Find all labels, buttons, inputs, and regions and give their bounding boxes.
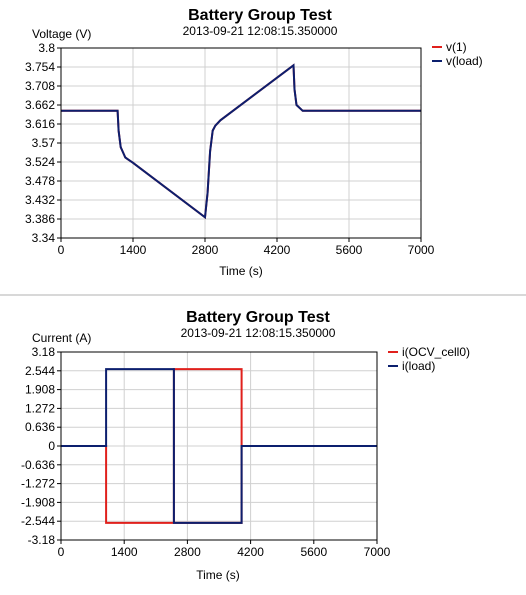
y-tick-label: 3.18 bbox=[32, 345, 56, 359]
y-tick-label: 3.524 bbox=[25, 155, 55, 169]
x-tick-label: 4200 bbox=[237, 545, 264, 559]
chart-subtitle: 2013-09-21 12:08:15.350000 bbox=[183, 24, 338, 38]
current-chart-panel: Battery Group Test 2013-09-21 12:08:15.3… bbox=[0, 302, 526, 595]
chart-subtitle: 2013-09-21 12:08:15.350000 bbox=[181, 326, 336, 340]
y-tick-label: -2.544 bbox=[21, 514, 55, 528]
current-chart: Battery Group Test 2013-09-21 12:08:15.3… bbox=[21, 309, 470, 582]
legend: v(1)v(load) bbox=[432, 40, 483, 68]
y-tick-label: 3.478 bbox=[25, 174, 55, 188]
y-tick-label: -1.272 bbox=[21, 477, 55, 491]
series-line-1 bbox=[61, 368, 377, 524]
x-tick-label: 2800 bbox=[192, 243, 219, 257]
y-tick-label: 3.616 bbox=[25, 117, 55, 131]
x-tick-label: 4200 bbox=[264, 243, 291, 257]
y-tick-label: 3.34 bbox=[32, 231, 56, 245]
y-axis-label: Current (A) bbox=[32, 331, 91, 345]
panel-divider bbox=[0, 294, 526, 296]
x-tick-label: 0 bbox=[58, 545, 65, 559]
legend-label: v(1) bbox=[446, 40, 467, 54]
x-tick-label: 5600 bbox=[300, 545, 327, 559]
y-tick-label: 0.636 bbox=[25, 420, 55, 434]
x-tick-label: 1400 bbox=[120, 243, 147, 257]
x-tick-label: 5600 bbox=[336, 243, 363, 257]
y-tick-label: 3.662 bbox=[25, 98, 55, 112]
chart-title: Battery Group Test bbox=[188, 7, 332, 24]
legend-label: i(load) bbox=[402, 359, 435, 373]
y-tick-label: 3.708 bbox=[25, 79, 55, 93]
y-tick-label: 3.386 bbox=[25, 212, 55, 226]
x-tick-label: 2800 bbox=[174, 545, 201, 559]
y-tick-label: 1.272 bbox=[25, 401, 55, 415]
y-tick-label: 0 bbox=[48, 439, 55, 453]
x-tick-label: 1400 bbox=[111, 545, 138, 559]
x-tick-label: 7000 bbox=[364, 545, 391, 559]
x-tick-label: 7000 bbox=[408, 243, 435, 257]
y-tick-label: 1.908 bbox=[25, 383, 55, 397]
y-tick-label: -1.908 bbox=[21, 495, 55, 509]
y-tick-label: 2.544 bbox=[25, 364, 55, 378]
series-line-0 bbox=[61, 63, 421, 220]
chart-title: Battery Group Test bbox=[186, 309, 330, 326]
series-line-1 bbox=[61, 63, 421, 220]
x-tick-label: 0 bbox=[58, 243, 65, 257]
y-tick-label: 3.432 bbox=[25, 193, 55, 207]
y-tick-label: 3.57 bbox=[32, 136, 56, 150]
y-axis-label: Voltage (V) bbox=[32, 27, 91, 41]
legend-label: v(load) bbox=[446, 54, 483, 68]
voltage-chart: Battery Group Test 2013-09-21 12:08:15.3… bbox=[25, 7, 483, 278]
voltage-chart-panel: Battery Group Test 2013-09-21 12:08:15.3… bbox=[0, 0, 526, 290]
y-tick-label: 3.754 bbox=[25, 60, 55, 74]
y-tick-label: 3.8 bbox=[38, 41, 55, 55]
legend-label: i(OCV_cell0) bbox=[402, 345, 470, 359]
y-tick-label: -3.18 bbox=[28, 533, 56, 547]
legend: i(OCV_cell0)i(load) bbox=[388, 345, 470, 373]
y-tick-label: -0.636 bbox=[21, 458, 55, 472]
x-axis-label: Time (s) bbox=[219, 264, 263, 278]
x-axis-label: Time (s) bbox=[196, 568, 240, 582]
